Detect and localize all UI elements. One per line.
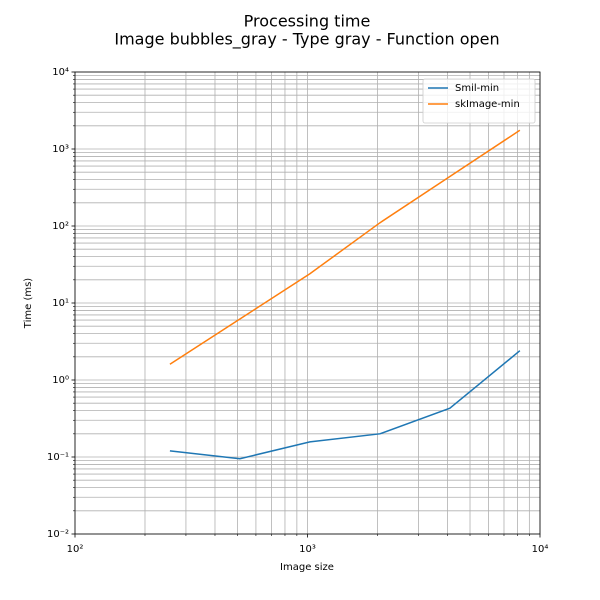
x-axis-label: Image size <box>280 562 334 573</box>
y-axis-label: Time (ms) <box>23 278 34 330</box>
x-tick-label: 10³ <box>299 544 316 555</box>
chart-title: Processing time <box>244 12 371 31</box>
y-tick-label: 10⁻² <box>47 529 69 540</box>
y-tick-label: 10¹ <box>52 298 69 309</box>
y-tick-label: 10⁻¹ <box>47 452 69 463</box>
chart-subtitle: Image bubbles_gray - Type gray - Functio… <box>114 30 499 50</box>
legend-label: skImage-min <box>455 99 520 110</box>
x-tick-label: 10² <box>67 544 84 555</box>
plot-frame <box>74 71 541 535</box>
legend-label: Smil-min <box>455 83 499 94</box>
x-tick-label: 10⁴ <box>532 544 549 555</box>
y-tick-label: 10² <box>52 221 69 232</box>
series-line <box>169 350 521 460</box>
y-tick-label: 10⁴ <box>52 67 69 78</box>
y-tick-label: 10³ <box>52 144 69 155</box>
series-line <box>169 129 521 365</box>
y-tick-label: 10⁰ <box>52 375 69 386</box>
legend-box <box>422 78 536 124</box>
